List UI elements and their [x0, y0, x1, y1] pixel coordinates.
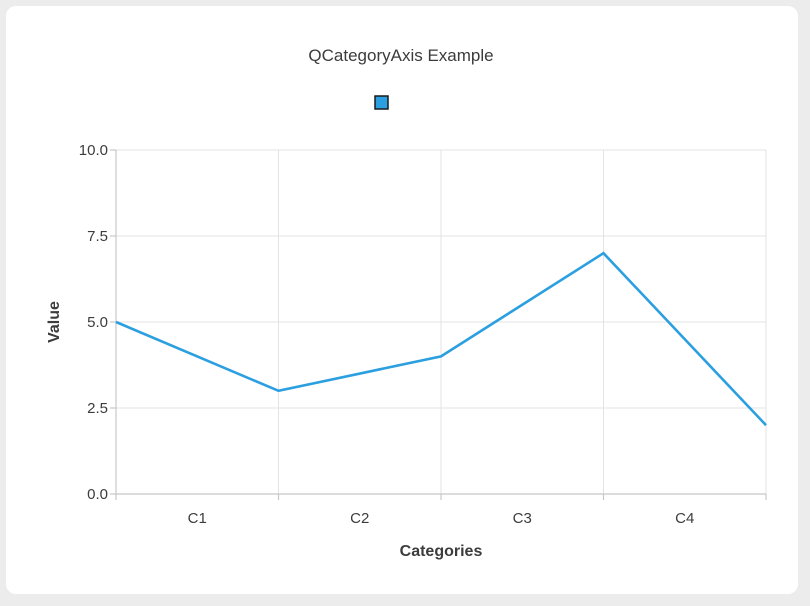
x-axis-title: Categories — [400, 543, 483, 560]
series-line-0 — [115, 251, 767, 427]
legend-marker — [374, 95, 389, 110]
y-tick-label-3: 7.5 — [87, 228, 108, 245]
axes — [110, 149, 767, 500]
chart-title: QCategoryAxis Example — [308, 46, 493, 65]
y-tick-label-4: 10.0 — [79, 142, 108, 159]
chart-card — [6, 6, 798, 594]
y-axis-title: Value — [46, 301, 63, 343]
y-tick-label-2: 5.0 — [87, 314, 108, 331]
y-tick-label-0: 0.0 — [87, 486, 108, 503]
x-tick-label-C2: C2 — [350, 510, 369, 527]
x-tick-label-C1: C1 — [188, 510, 207, 527]
y-tick-labels: 0.0 2.5 5.0 7.5 10.0 — [79, 142, 108, 503]
x-tick-labels: C1 C2 C3 C4 — [188, 510, 695, 527]
x-tick-label-C4: C4 — [675, 510, 694, 527]
series-group — [115, 251, 767, 427]
y-tick-label-1: 2.5 — [87, 400, 108, 417]
x-tick-label-C3: C3 — [513, 510, 532, 527]
